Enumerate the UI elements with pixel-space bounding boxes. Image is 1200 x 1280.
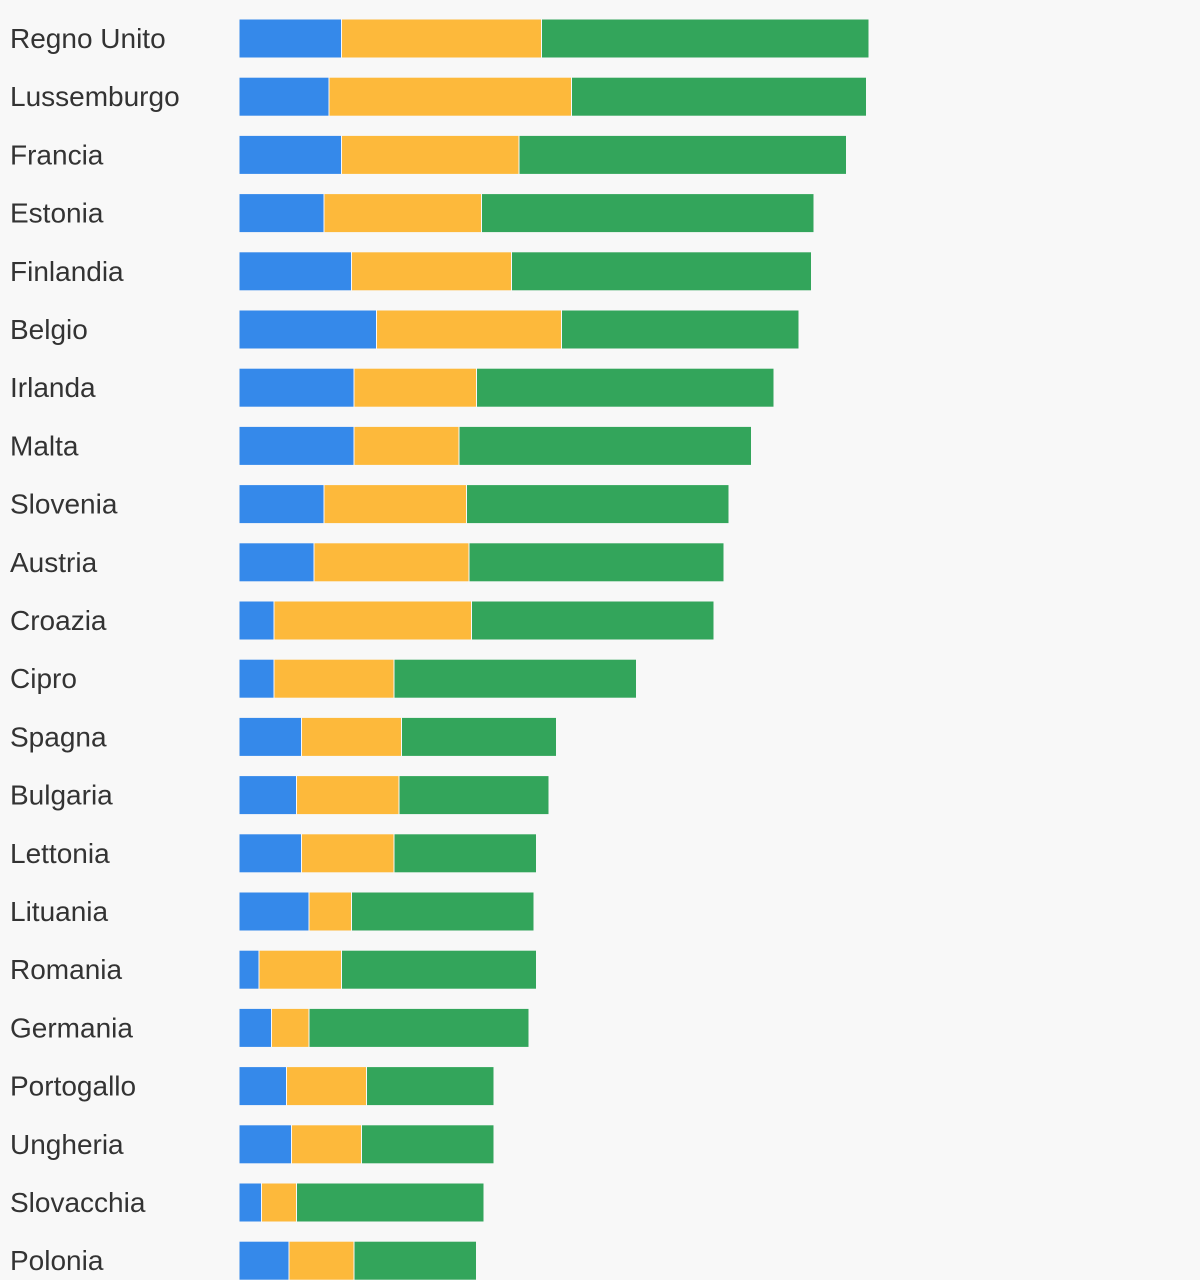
bar-segment-series-3: [481, 193, 815, 234]
bar-segment-series-1: [238, 658, 275, 699]
category-label: Slovenia: [10, 489, 118, 520]
bar-segment-series-2: [273, 600, 472, 641]
category-label: Cipro: [10, 663, 77, 694]
bar-segment-series-3: [361, 1124, 495, 1165]
bar-segment-series-1: [238, 1007, 272, 1048]
bar-segment-series-3: [401, 716, 557, 757]
bar-segment-series-3: [353, 1240, 477, 1280]
category-label: Bulgaria: [10, 780, 113, 811]
bars: [238, 18, 870, 1280]
bar-segment-series-2: [273, 658, 395, 699]
bar-segment-series-2: [291, 1124, 362, 1165]
bar-segment-series-1: [238, 716, 302, 757]
bar-segment-series-3: [518, 134, 847, 175]
category-label: Malta: [10, 430, 79, 461]
bar-segment-series-1: [238, 367, 355, 408]
bar-segment-series-2: [328, 76, 572, 117]
bar-segment-series-1: [238, 484, 325, 525]
category-label: Irlanda: [10, 372, 96, 403]
category-label: Ungheria: [10, 1129, 124, 1160]
bar-segment-series-3: [393, 658, 637, 699]
category-label: Germania: [10, 1012, 133, 1043]
category-label: Croazia: [10, 605, 107, 636]
bar-segment-series-3: [351, 891, 535, 932]
bar-segment-series-2: [271, 1007, 310, 1048]
bar-segment-series-2: [323, 193, 482, 234]
bar-segment-series-1: [238, 76, 330, 117]
bar-segment-series-1: [238, 193, 325, 234]
bar-segment-series-2: [313, 542, 470, 583]
bar-segment-series-3: [296, 1182, 485, 1223]
bar-segment-series-1: [238, 18, 342, 59]
bar-segment-series-2: [261, 1182, 297, 1223]
bar-segment-series-1: [238, 891, 310, 932]
category-label: Lussemburgo: [10, 81, 180, 112]
bar-segment-series-1: [238, 542, 315, 583]
bar-segment-series-3: [511, 251, 812, 292]
category-label: Estonia: [10, 198, 104, 229]
bar-segment-series-3: [466, 484, 730, 525]
category-label: Polonia: [10, 1245, 104, 1276]
bar-segment-series-1: [238, 775, 297, 816]
bar-segment-series-2: [288, 1240, 355, 1280]
bar-segment-series-3: [458, 425, 752, 466]
bar-segment-series-1: [238, 600, 275, 641]
category-label: Austria: [10, 547, 98, 578]
bar-segment-series-1: [238, 1240, 290, 1280]
bar-segment-series-2: [301, 833, 395, 874]
bar-segment-series-1: [238, 1066, 287, 1107]
bar-segment-series-3: [341, 949, 537, 990]
category-label: Finlandia: [10, 256, 124, 287]
bar-segment-series-2: [301, 716, 402, 757]
category-label: Belgio: [10, 314, 88, 345]
category-label: Regno Unito: [10, 23, 166, 54]
bar-segment-series-3: [393, 833, 537, 874]
bar-segment-series-3: [308, 1007, 530, 1048]
category-label: Portogallo: [10, 1071, 136, 1102]
bar-segment-series-1: [238, 833, 302, 874]
bar-segment-series-3: [541, 18, 870, 59]
bar-segment-series-2: [351, 251, 512, 292]
bar-segment-series-3: [476, 367, 775, 408]
bar-segment-series-2: [353, 367, 477, 408]
bar-segment-series-2: [353, 425, 460, 466]
bar-segment-series-2: [296, 775, 400, 816]
bar-segment-series-1: [238, 251, 352, 292]
category-label: Lituania: [10, 896, 109, 927]
bar-segment-series-2: [323, 484, 467, 525]
bar-segment-series-2: [341, 18, 542, 59]
bar-segment-series-3: [366, 1066, 495, 1107]
bar-segment-series-3: [468, 542, 725, 583]
bar-segment-series-2: [376, 309, 562, 350]
bar-segment-series-2: [308, 891, 352, 932]
bar-segment-series-1: [238, 134, 342, 175]
category-label: Spagna: [10, 721, 107, 752]
bar-segment-series-1: [238, 1124, 292, 1165]
bar-segment-series-2: [258, 949, 342, 990]
bar-segment-series-3: [398, 775, 550, 816]
bar-segment-series-2: [286, 1066, 367, 1107]
category-label: Francia: [10, 139, 104, 170]
bar-segment-series-1: [238, 949, 260, 990]
category-label: Romania: [10, 954, 122, 985]
category-label: Slovacchia: [10, 1187, 146, 1218]
bar-segment-series-1: [238, 1182, 262, 1223]
category-labels: Regno Unito Lussemburgo Francia Estonia Finl…: [10, 23, 180, 1276]
bar-segment-series-3: [561, 309, 800, 350]
bar-segment-series-1: [238, 309, 377, 350]
category-label: Lettonia: [10, 838, 110, 869]
bar-segment-series-3: [471, 600, 715, 641]
bar-segment-series-2: [341, 134, 520, 175]
bar-segment-series-3: [571, 76, 867, 117]
bar-segment-series-1: [238, 425, 355, 466]
